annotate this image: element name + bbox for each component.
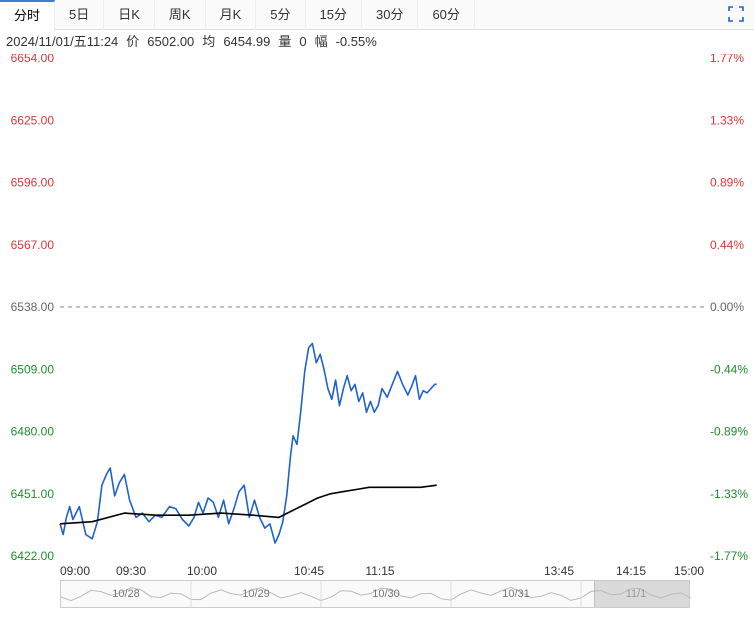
info-datetime: 2024/11/01/五11:24 [6, 30, 118, 54]
svg-text:-1.33%: -1.33% [710, 487, 748, 501]
svg-text:6538.00: 6538.00 [11, 300, 55, 314]
svg-text:15:00: 15:00 [674, 564, 704, 578]
svg-text:10:00: 10:00 [187, 564, 217, 578]
svg-text:13:45: 13:45 [544, 564, 574, 578]
svg-text:10:45: 10:45 [294, 564, 324, 578]
svg-text:0.00%: 0.00% [710, 300, 744, 314]
info-volume-value: 0 [299, 30, 306, 54]
svg-text:6567.00: 6567.00 [11, 238, 55, 252]
price-chart[interactable]: 6422.00 6451.00 6480.00 6509.00 6538.00 6567.… [0, 54, 754, 562]
svg-text:1.33%: 1.33% [710, 113, 744, 127]
svg-text:-0.44%: -0.44% [710, 362, 748, 376]
svg-text:09:30: 09:30 [116, 564, 146, 578]
info-price-value: 6502.00 [147, 30, 194, 54]
svg-text:6480.00: 6480.00 [11, 425, 55, 439]
tab-30min[interactable]: 30分 [362, 0, 418, 30]
info-avg-label: 均 [202, 30, 215, 54]
tab-intraday[interactable]: 分时 [0, 0, 55, 30]
svg-text:6422.00: 6422.00 [11, 549, 55, 562]
svg-text:6654.00: 6654.00 [11, 54, 55, 65]
date-block[interactable]: 10/30 [321, 581, 451, 607]
tab-60min[interactable]: 60分 [418, 0, 474, 30]
svg-text:14:15: 14:15 [616, 564, 646, 578]
info-avg-value: 6454.99 [223, 30, 270, 54]
info-change-value: -0.55% [336, 30, 377, 54]
info-price-label: 价 [126, 30, 139, 54]
tab-5min[interactable]: 5分 [256, 0, 305, 30]
svg-text:09:00: 09:00 [60, 564, 90, 578]
svg-text:-0.89%: -0.89% [710, 425, 748, 439]
svg-text:1.77%: 1.77% [710, 54, 744, 65]
svg-text:6596.00: 6596.00 [11, 176, 55, 190]
tab-5day[interactable]: 5日 [55, 0, 104, 30]
date-block[interactable]: 10/28 [61, 581, 191, 607]
date-range-strip[interactable]: 10/28 10/29 10/30 10/31 11/1 [60, 580, 690, 608]
time-axis: 09:00 09:30 10:00 10:45 11:15 13:45 14:15 15:00 [0, 562, 754, 580]
date-block[interactable]: 10/29 [191, 581, 321, 607]
tab-weekly-k[interactable]: 周K [155, 0, 206, 30]
info-change-label: 幅 [315, 30, 328, 54]
svg-text:-1.77%: -1.77% [710, 549, 748, 562]
info-volume-label: 量 [278, 30, 291, 54]
tab-monthly-k[interactable]: 月K [206, 0, 257, 30]
svg-text:0.89%: 0.89% [710, 176, 744, 190]
svg-text:6509.00: 6509.00 [11, 362, 55, 376]
timeframe-tabs: 分时 5日 日K 周K 月K 5分 15分 30分 60分 [0, 0, 754, 30]
fullscreen-icon[interactable] [728, 6, 744, 27]
svg-text:6451.00: 6451.00 [11, 487, 55, 501]
date-block[interactable]: 10/31 [451, 581, 581, 607]
date-selection-handle[interactable] [594, 581, 689, 607]
svg-text:11:15: 11:15 [365, 564, 394, 578]
svg-text:6625.00: 6625.00 [11, 113, 55, 127]
tab-daily-k[interactable]: 日K [104, 0, 155, 30]
info-bar: 2024/11/01/五11:24 价 6502.00 均 6454.99 量 … [0, 30, 754, 54]
tab-15min[interactable]: 15分 [306, 0, 362, 30]
svg-text:0.44%: 0.44% [710, 238, 744, 252]
